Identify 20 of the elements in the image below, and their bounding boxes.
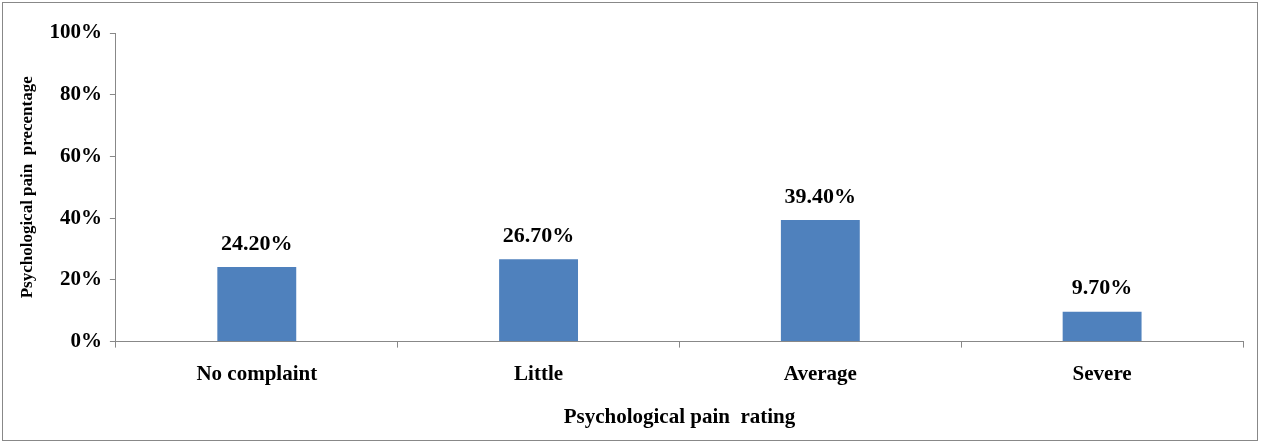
data-label: 39.40% [784, 182, 857, 208]
x-tick-label: Little [514, 360, 564, 385]
y-axis-title: Psychological pain precentage [16, 75, 36, 299]
y-tick-label: 20% [59, 266, 102, 291]
bar [499, 259, 579, 342]
x-tick-label: Severe [1072, 360, 1132, 385]
y-tick-label: 60% [59, 142, 102, 167]
bar [217, 266, 297, 342]
y-tick-label: 100% [49, 19, 102, 44]
x-tick-label: No complaint [196, 360, 318, 385]
data-label: 26.70% [502, 221, 575, 247]
y-tick-label: 80% [59, 81, 102, 106]
bar [1062, 311, 1142, 342]
y-tick-label: 0% [70, 328, 102, 353]
bar [780, 220, 860, 342]
y-tick-label: 40% [59, 204, 102, 229]
data-label: 9.70% [1071, 274, 1133, 300]
data-label: 24.20% [221, 229, 293, 255]
x-tick-label: Average [783, 360, 857, 385]
x-axis-title: Psychological pain rating [563, 403, 796, 428]
